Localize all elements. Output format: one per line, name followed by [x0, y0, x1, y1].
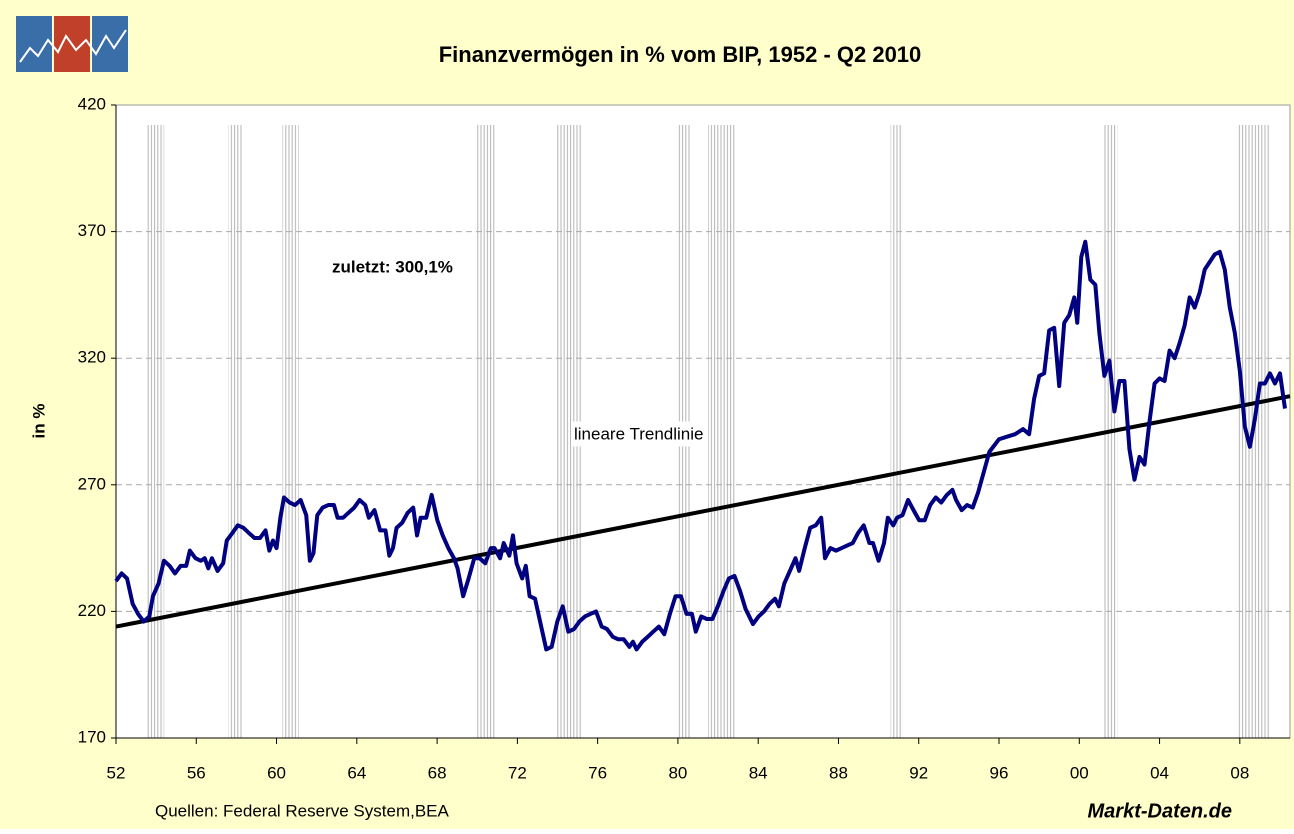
trend-label: lineare Trendlinie	[574, 424, 703, 443]
logo-tile	[92, 16, 128, 72]
x-tick-label: 92	[909, 763, 928, 782]
x-tick-label: 08	[1230, 763, 1249, 782]
y-tick-label: 170	[78, 727, 106, 746]
x-tick-label: 96	[990, 763, 1009, 782]
recession-band	[890, 125, 903, 738]
trend-label-background	[571, 421, 707, 447]
x-tick-label: 56	[187, 763, 206, 782]
x-tick-label: 72	[508, 763, 527, 782]
y-tick-label: 270	[78, 474, 106, 493]
logo-zigzag	[19, 29, 127, 63]
trend-line	[115, 394, 1291, 629]
x-tick-label: 80	[668, 763, 687, 782]
x-tick-label: 88	[829, 763, 848, 782]
x-tick-label: 00	[1070, 763, 1089, 782]
y-tick-label: 420	[78, 94, 106, 113]
recession-band	[475, 125, 496, 738]
y-tick-label: 320	[78, 348, 106, 367]
y-axis-label: in %	[29, 404, 48, 439]
recession-band	[146, 125, 165, 738]
x-tick-label: 64	[347, 763, 366, 782]
x-tick-label: 52	[107, 763, 126, 782]
logo	[16, 16, 128, 72]
recession-band	[228, 125, 243, 738]
y-tick-label: 220	[78, 601, 106, 620]
y-tick-label: 370	[78, 221, 106, 240]
x-tick-label: 76	[588, 763, 607, 782]
brand: Markt-Daten.de	[1088, 800, 1232, 822]
x-tick-label: 04	[1150, 763, 1169, 782]
recession-band	[708, 125, 737, 738]
source: Quellen: Federal Reserve System,BEA	[155, 801, 450, 820]
x-tick-label: 84	[749, 763, 768, 782]
data-line	[114, 239, 1287, 652]
chart-title: Finanzvermögen in % vom BIP, 1952 - Q2 2…	[439, 42, 922, 67]
x-tick-label: 60	[267, 763, 286, 782]
recession-band	[282, 125, 299, 738]
annotation-background	[329, 254, 456, 280]
x-tick-label: 68	[428, 763, 447, 782]
annotation: zuletzt: 300,1%	[332, 257, 453, 276]
